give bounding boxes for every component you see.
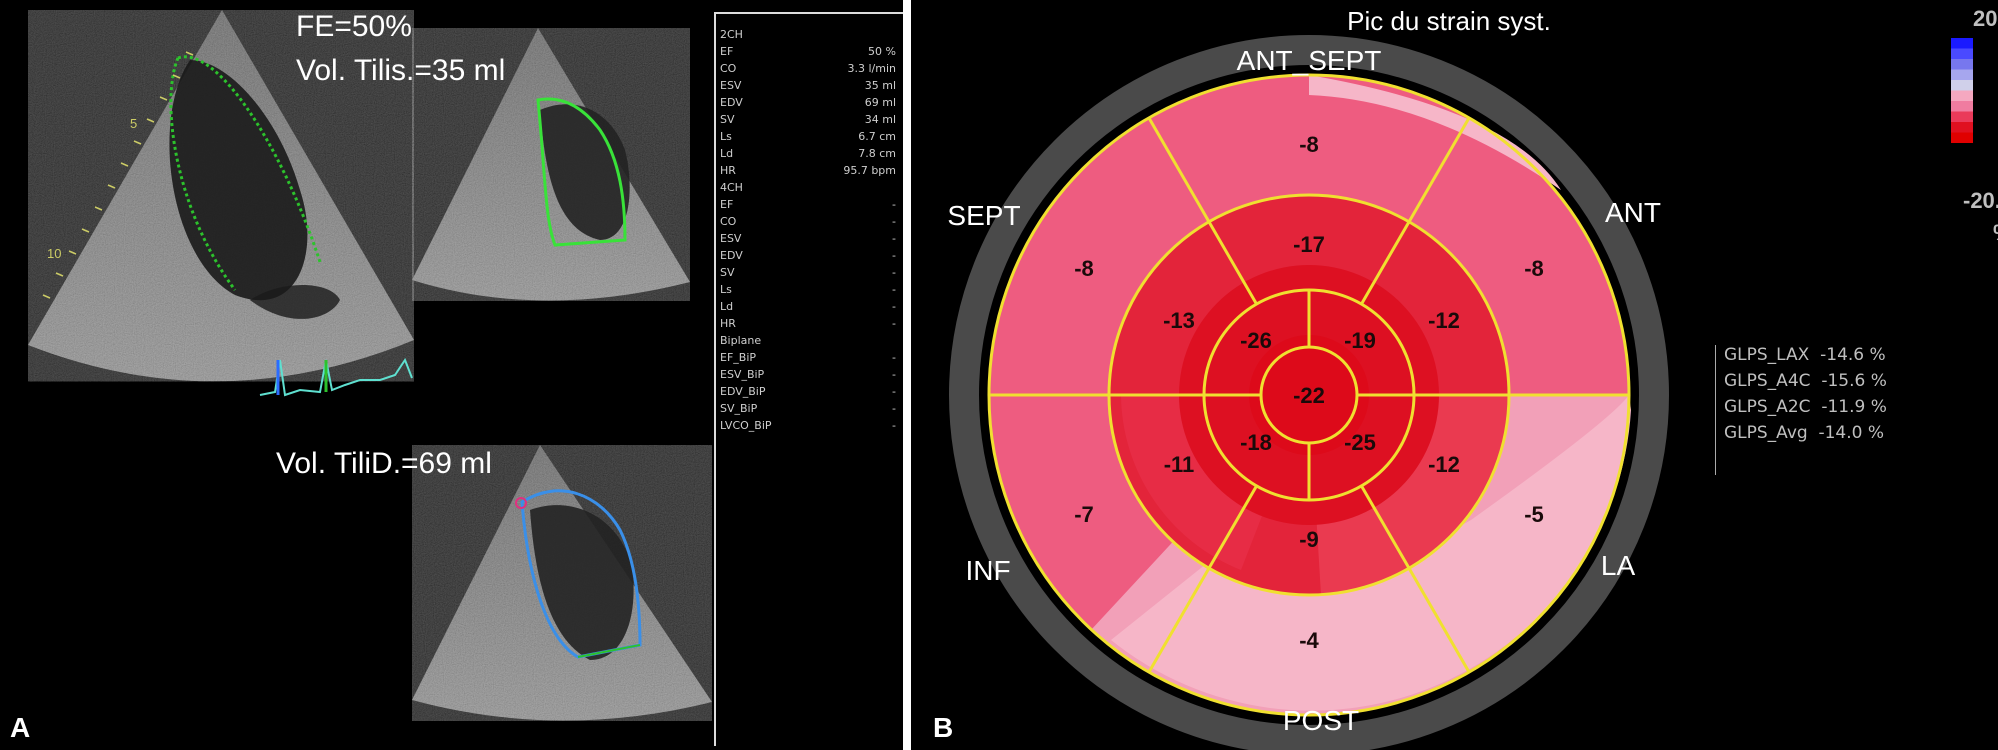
scale-min-label: -20.0 bbox=[1963, 188, 1998, 213]
apex-fill bbox=[1249, 335, 1369, 455]
table-row: 4CH bbox=[720, 181, 743, 194]
echo-sector-large bbox=[28, 10, 414, 397]
table-row: EF_BiP - bbox=[720, 351, 896, 364]
table-row: ESV - bbox=[720, 232, 896, 245]
segment-value: -8 bbox=[1074, 256, 1094, 281]
table-row: SV - bbox=[720, 266, 896, 279]
panel-a-label: A bbox=[10, 712, 31, 743]
scale-unit-label: % bbox=[1993, 220, 1998, 246]
wall-label-la: LA bbox=[1601, 550, 1636, 581]
panel-b-label: B bbox=[933, 712, 954, 743]
table-row: EDV 69 ml bbox=[720, 96, 896, 109]
table-row: CO 3.3 l/min bbox=[720, 62, 896, 75]
segment-value: -18 bbox=[1240, 430, 1272, 455]
scale-max-label: 20.0 bbox=[1973, 6, 1998, 31]
wall-label-ant-sept: ANT_SEPT bbox=[1237, 45, 1382, 76]
table-row: SV_BiP - bbox=[720, 402, 896, 415]
table-row: ESV_BiP - bbox=[720, 368, 896, 381]
wall-label-ant: ANT bbox=[1605, 197, 1661, 228]
table-row: Ls 6.7 cm bbox=[720, 130, 896, 143]
table-row: Biplane bbox=[720, 334, 762, 347]
table-row: HR - bbox=[720, 317, 896, 330]
echo-sector-diastole bbox=[412, 445, 712, 721]
diastolic-volume-label: Vol. TiliD.=69 ml bbox=[276, 447, 492, 480]
glps-row: GLPS_LAX -14.6 % bbox=[1724, 345, 1886, 365]
table-row: EF 50 % bbox=[720, 45, 896, 58]
table-row: Ld - bbox=[720, 300, 896, 313]
echo-images bbox=[28, 10, 712, 721]
segment-value: -12 bbox=[1428, 452, 1460, 477]
glps-summary: GLPS_LAX -14.6 % GLPS_A4C -15.6 % GLPS_A… bbox=[1715, 345, 1946, 475]
depth-mark-10: 10 bbox=[47, 246, 62, 261]
segment-value: -13 bbox=[1163, 308, 1195, 333]
wall-label-inf: INF bbox=[965, 555, 1010, 586]
segment-value: -9 bbox=[1299, 527, 1319, 552]
ef-label: FE=50% bbox=[296, 10, 412, 43]
depth-mark-5: 5 bbox=[130, 116, 138, 131]
wall-label-post: POST bbox=[1283, 705, 1359, 736]
systolic-volume-label: Vol. Tilis.=35 ml bbox=[296, 54, 506, 87]
glps-row: GLPS_A4C -15.6 % bbox=[1724, 371, 1887, 391]
segment-value: -19 bbox=[1344, 328, 1376, 353]
panel-a-echo-views: FE=50% Vol. Tilis.=35 ml Vol. TiliD.=69 … bbox=[0, 0, 903, 750]
segment-value: -8 bbox=[1299, 132, 1319, 157]
wall-label-sept: SEPT bbox=[947, 200, 1020, 231]
segment-value-apex: -22 bbox=[1293, 383, 1325, 408]
bullseye-plot: -8 -8 -5 -4 -7 -8 -17 -12 -12 -9 -11 -13… bbox=[947, 6, 1973, 750]
table-row: LVCO_BiP - bbox=[720, 419, 896, 432]
table-row: SV 34 ml bbox=[720, 113, 896, 126]
chart-title: Pic du strain syst. bbox=[1347, 6, 1551, 36]
table-row: CO - bbox=[720, 215, 896, 228]
measurement-table: 2CH EF 50 % CO 3.3 l/min ESV 35 ml EDV 69 ml… bbox=[714, 12, 903, 746]
color-scale bbox=[1951, 38, 1973, 143]
table-row: EDV - bbox=[720, 249, 896, 262]
segment-value: -4 bbox=[1299, 628, 1319, 653]
segment-value: -11 bbox=[1164, 452, 1195, 477]
table-row: Ls - bbox=[720, 283, 896, 296]
table-row: HR 95.7 bpm bbox=[720, 164, 896, 177]
segment-value: -8 bbox=[1524, 256, 1544, 281]
segment-value: -5 bbox=[1524, 502, 1544, 527]
segment-value: -12 bbox=[1428, 308, 1460, 333]
glps-row: GLPS_A2C -11.9 % bbox=[1724, 397, 1887, 417]
segment-value: -7 bbox=[1074, 502, 1094, 527]
echo-sector-systole bbox=[412, 28, 690, 301]
table-row: ESV 35 ml bbox=[720, 79, 896, 92]
segment-value: -17 bbox=[1293, 232, 1325, 257]
glps-row: GLPS_Avg -14.0 % bbox=[1724, 423, 1885, 443]
table-row: EF - bbox=[720, 198, 896, 211]
segment-value: -26 bbox=[1240, 328, 1272, 353]
table-row: 2CH bbox=[720, 28, 743, 41]
panel-b-bullseye: -8 -8 -5 -4 -7 -8 -17 -12 -12 -9 -11 -13… bbox=[911, 0, 1998, 750]
segment-value: -25 bbox=[1344, 430, 1376, 455]
table-row: EDV_BiP - bbox=[720, 385, 896, 398]
table-row: Ld 7.8 cm bbox=[720, 147, 896, 160]
outer-grey-ring bbox=[949, 35, 1669, 750]
